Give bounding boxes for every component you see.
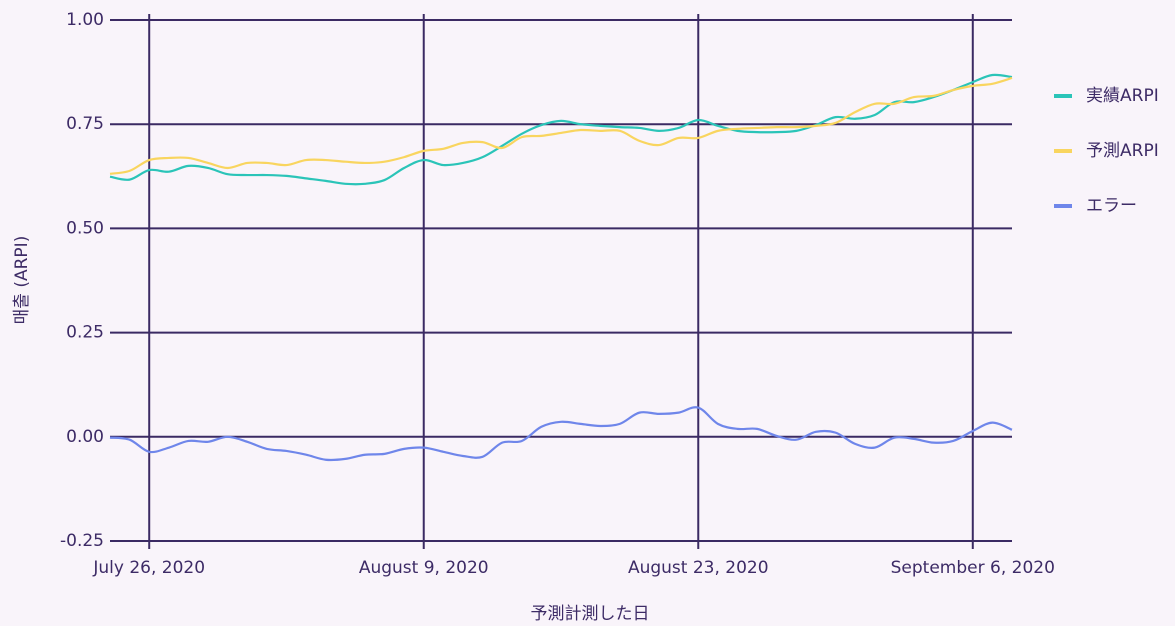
x-axis-label: 予測計測した日 <box>531 604 650 624</box>
y-tick-label: 0.50 <box>66 218 104 238</box>
legend-label: 予測ARPI <box>1086 141 1159 161</box>
y-tick-label: 1.00 <box>66 10 104 30</box>
y-axis-label: 매출 (ARPI) <box>12 236 32 325</box>
y-tick-label: 0.75 <box>66 114 104 134</box>
legend-label: エラー <box>1086 196 1137 216</box>
x-tick-label: August 9, 2020 <box>359 558 489 578</box>
y-tick-label: 0.00 <box>66 427 104 447</box>
y-tick-label: -0.25 <box>60 531 104 551</box>
series-line <box>109 406 1013 462</box>
series-line <box>109 76 1013 175</box>
legend-label: 実績ARPI <box>1086 86 1159 106</box>
x-tick-label: September 6, 2020 <box>891 558 1055 578</box>
series-line <box>109 73 1013 186</box>
x-tick-label: August 23, 2020 <box>628 558 769 578</box>
x-tick-label: July 26, 2020 <box>92 558 205 578</box>
y-tick-label: 0.25 <box>66 323 104 343</box>
